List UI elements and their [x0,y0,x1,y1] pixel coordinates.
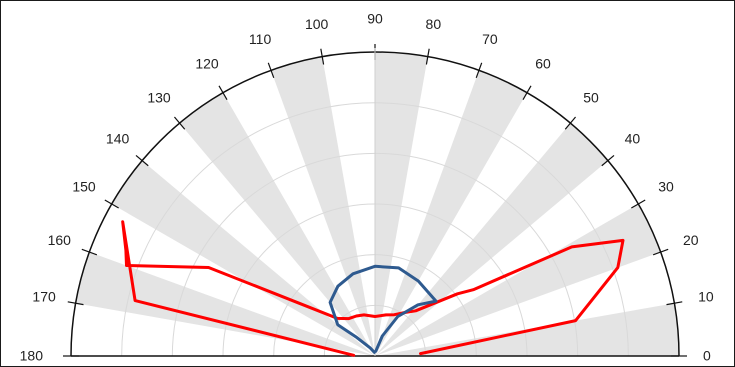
angle-tick [135,154,149,167]
shaded-sector [375,204,661,356]
angle-tick-labels: 0 10 20 30 40 50 60 70 80 90 100 110 120 130 140 150 160… [20,11,714,364]
angle-tick [631,199,646,209]
angle-tick [652,248,669,256]
angle-tick-label: 140 [106,131,130,147]
angle-tick-label: 120 [195,56,219,72]
angle-tick-label: 130 [147,89,171,105]
angle-tick [522,85,532,100]
shaded-sector [375,70,527,357]
angle-tick-label: 70 [482,31,498,47]
angle-tick [67,301,84,306]
angle-tick-label: 10 [698,288,714,304]
angle-tick [425,48,430,65]
angle-tick [564,116,577,130]
shaded-sector [271,56,375,357]
angle-tick [475,62,483,79]
series-line [121,220,625,357]
angle-tick [218,85,228,100]
angle-tick-label: 90 [367,11,383,27]
angle-tick [267,62,275,79]
data-series [121,220,625,357]
angle-tick [173,116,186,130]
shaded-sector [75,252,376,356]
series-line [328,264,438,354]
angle-tick [104,199,119,209]
angle-tick-label: 110 [249,31,272,47]
angle-tick-label: 150 [72,179,96,195]
angle-tick [601,154,615,167]
angle-tick [666,301,683,306]
shaded-sector [179,92,375,357]
angle-tick-label: 0 [703,348,711,364]
angle-tick-label: 40 [625,131,641,147]
angle-tick [81,248,98,256]
angle-tick-label: 30 [658,179,674,195]
angle-tick [320,48,325,65]
shaded-sector [375,52,428,356]
angular-axis [63,44,687,357]
angle-tick-label: 60 [535,56,551,72]
angle-tick-label: 160 [48,232,72,248]
angle-tick-label: 170 [32,288,56,304]
angle-tick-label: 180 [20,348,44,364]
angle-tick-label: 20 [683,232,699,248]
angle-tick-label: 100 [305,16,329,32]
angle-tick-label: 50 [583,89,599,105]
angle-tick-label: 80 [426,16,442,32]
